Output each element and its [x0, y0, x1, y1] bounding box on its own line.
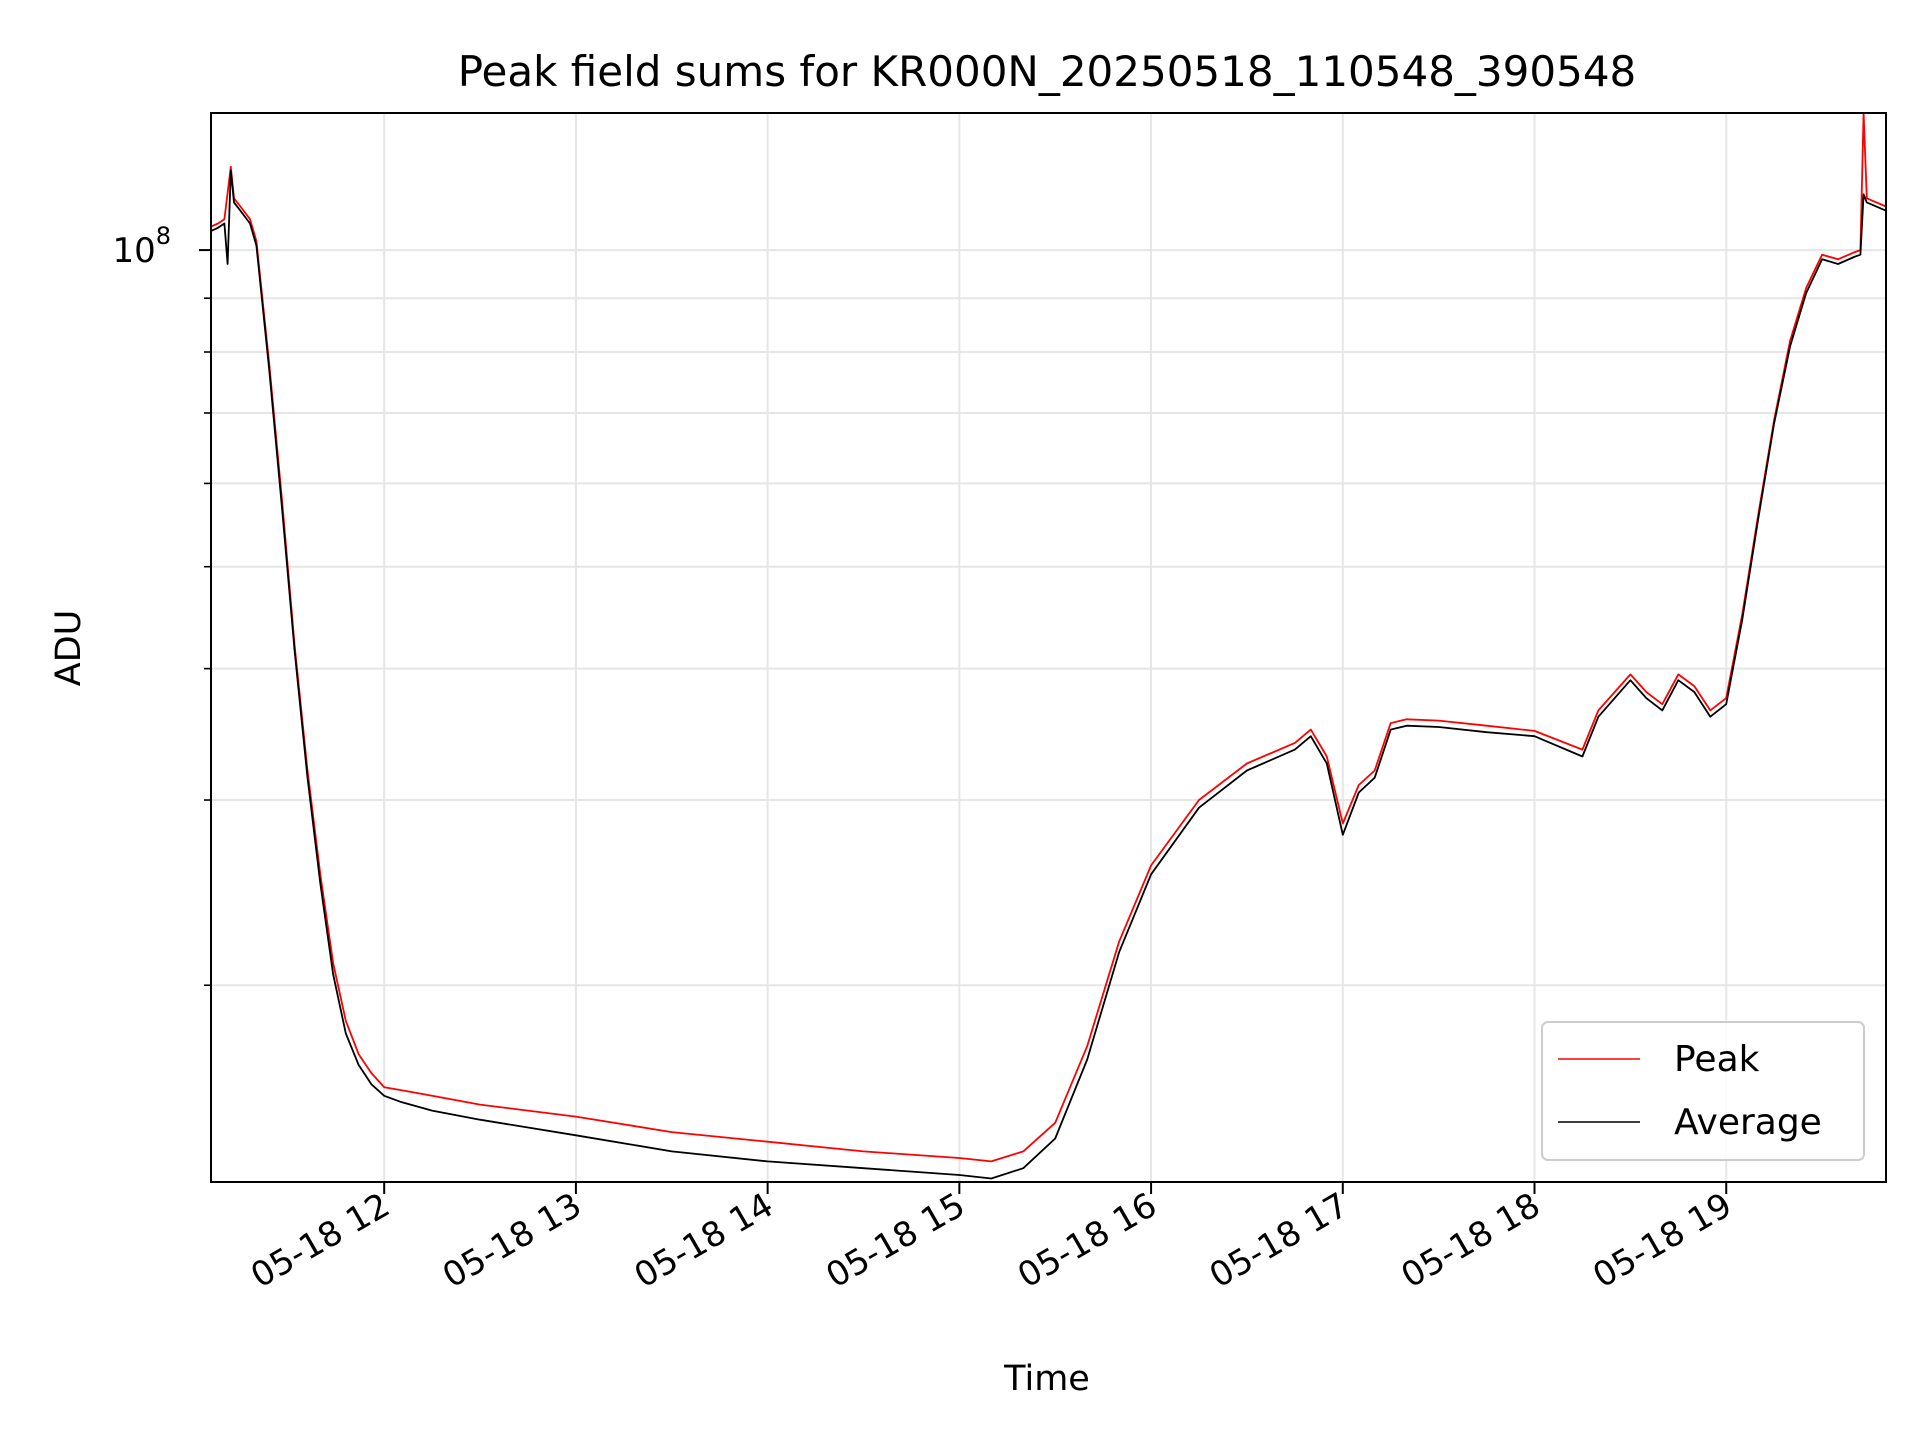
legend-box [1541, 1021, 1865, 1161]
chart-title: Peak field sums for KR000N_20250518_1105… [458, 47, 1637, 96]
y-tick-label: 108 [112, 222, 171, 271]
y-tick-label-exponent: 8 [156, 222, 171, 250]
x-axis-title: Time [1003, 1359, 1090, 1399]
legend-label-peak: Peak [1674, 1039, 1760, 1080]
y-axis: 108 [112, 222, 211, 987]
plot-frame [210, 112, 1887, 1183]
series-line-average [211, 169, 1886, 1180]
legend: Peak Average [1541, 1021, 1865, 1161]
plot-series [211, 113, 1886, 1180]
grid [211, 113, 1886, 1182]
legend-label-average: Average [1674, 1102, 1822, 1143]
y-axis-title: ADU [49, 610, 89, 687]
